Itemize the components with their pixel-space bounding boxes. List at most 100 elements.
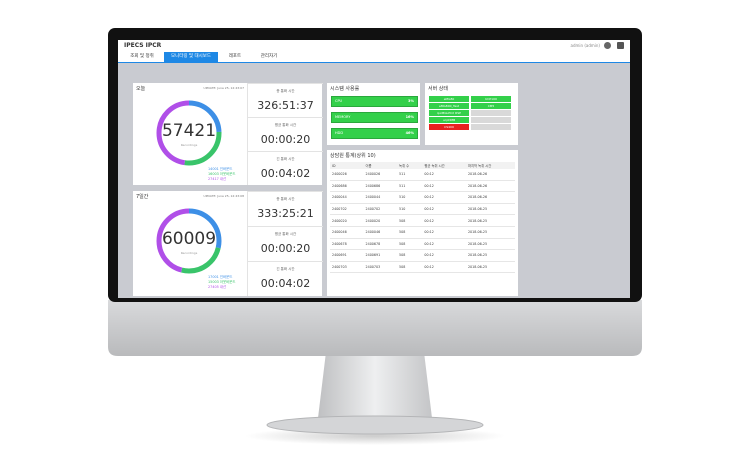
table-cell: 00:12 <box>422 261 466 274</box>
usage-name: CPU <box>335 99 343 103</box>
panel-title: 시스템 사용률 <box>330 86 360 92</box>
usage-value: 3% <box>408 99 414 103</box>
table-cell: 2018-06-25 <box>465 249 515 262</box>
server-item: UCP100 <box>471 96 511 102</box>
table-cell: 508 <box>397 261 423 274</box>
logout-icon[interactable] <box>617 42 624 49</box>
column-header: 마지막 녹취 시간 <box>465 162 515 169</box>
table-cell: 2018-06-25 <box>465 226 515 239</box>
table-row: 2400020 2400020 508 00:12 2018-06-25 <box>330 214 515 227</box>
legend-item: 14001 인바운드 <box>208 166 232 171</box>
legend-item: 17001 인바운드 <box>208 274 232 279</box>
table-cell: 510 <box>397 191 423 204</box>
table-cell: 2400703 <box>330 261 364 274</box>
table-row: 2400046 2400046 508 00:12 2018-06-25 <box>330 226 515 239</box>
panel-title: 7일간 <box>136 194 149 200</box>
tab[interactable]: 레포트 <box>228 54 242 59</box>
stat-label: 긴 통화 시간 <box>276 267 295 271</box>
system-usage-panel: 시스템 사용률 CPU 3% MEMORY 16% HDD 46% <box>327 83 420 145</box>
usage-bar: HDD 46% <box>331 128 418 139</box>
legend-label: 인바운드 <box>219 275 233 279</box>
donut-segment <box>156 208 222 274</box>
stat-label: 긴 통화 시간 <box>276 157 295 161</box>
table-cell: 2018-06-25 <box>465 261 515 274</box>
table-row: 2400686 2400686 511 00:12 2018-06-26 <box>330 180 515 193</box>
table-row: 2400691 2400691 508 00:12 2018-06-25 <box>330 249 515 262</box>
legend-count: 14001 <box>208 167 219 171</box>
legend-label: 내선 <box>219 285 227 289</box>
column-header: ID <box>330 162 364 169</box>
update-time: UPDATE: June 25, 12:43:07 <box>203 85 244 90</box>
screen: IPECS IPCR admin (admin) 조회 및 청취 모니터링 및 대… <box>118 40 630 298</box>
usage-name: MEMORY <box>335 115 351 119</box>
server-item: ucpDMB <box>429 117 469 123</box>
tab[interactable]: 관리자기 <box>260 54 278 59</box>
table-cell: 2400691 <box>330 249 364 262</box>
table-cell: 2400691 <box>363 249 397 262</box>
server-item: ipxMGLPCX RSP <box>429 110 469 116</box>
server-item: CM5 <box>471 103 511 109</box>
stat-value: 00:04:02 <box>260 277 311 290</box>
tab[interactable]: 조회 및 청취 <box>130 54 154 59</box>
table-cell: 2400020 <box>330 214 364 227</box>
user-name[interactable]: admin (admin) <box>570 43 600 48</box>
table-row: 2400703 2400703 508 00:12 2018-06-25 <box>330 261 515 274</box>
tab-bar: 조회 및 청취 모니터링 및 대시보드 레포트 관리자기 <box>118 52 630 63</box>
user-icon[interactable] <box>604 42 611 49</box>
table-cell: 2018-06-26 <box>465 180 515 193</box>
table-cell: 2400678 <box>363 238 397 251</box>
total-label: Recordings <box>180 251 198 255</box>
table-cell: 508 <box>397 226 423 239</box>
table-cell: 2400044 <box>330 191 364 204</box>
table-row: 2400026 2400026 511 00:12 2018-06-26 <box>330 169 515 181</box>
table-cell: 00:12 <box>422 180 466 193</box>
table-cell: 2400686 <box>363 180 397 193</box>
total-count: 60009 <box>161 229 217 249</box>
stat-label: 총 통화 시간 <box>276 89 295 93</box>
server-item: eMG80 <box>429 96 469 102</box>
stat-label: 총 통화 시간 <box>276 197 295 201</box>
stat-label: 평균 통화 시간 <box>274 123 297 127</box>
donut-chart <box>156 100 222 166</box>
column-header: 녹취 수 <box>397 162 423 169</box>
stat-value: 00:00:20 <box>260 242 311 255</box>
usage-name: HDD <box>335 131 344 135</box>
table-cell: 00:12 <box>422 249 466 262</box>
stat-box: 긴 통화 시간 00:04:02 <box>247 261 323 296</box>
table-cell: 00:12 <box>422 238 466 251</box>
server-item <box>471 110 511 116</box>
table-cell: 510 <box>397 203 423 216</box>
donut-chart <box>156 208 222 274</box>
donut-segment <box>156 208 222 274</box>
summary-panel: 오늘 UPDATE: June 25, 12:43:07 57421 Recordin… <box>133 83 323 185</box>
agent-stats-panel: 상담원 통계(상위 10) ID 이름 녹취 수 평균 녹취 시간 마지막 녹취 시간 24… <box>327 150 518 296</box>
table-cell: 511 <box>397 169 423 181</box>
legend-count: 17001 <box>208 275 219 279</box>
summary-panel: 7일간 UPDATE: June 25, 12:43:08 60009 Recordi… <box>133 191 323 296</box>
legend-label: 인바운드 <box>219 167 233 171</box>
stat-box: 총 통화 시간 333:25:21 <box>247 191 323 226</box>
panel-title: 서버 상태 <box>428 86 448 92</box>
tab[interactable]: 모니터링 및 대시보드 <box>164 52 218 62</box>
table-row: 2400044 2400044 510 00:12 2018-06-26 <box>330 191 515 204</box>
stand-base <box>266 415 484 435</box>
legend-item: 15003 아웃바운드 <box>208 279 235 284</box>
table-cell: 2400026 <box>330 169 364 181</box>
table-cell: 00:12 <box>422 169 466 181</box>
stat-box: 총 통화 시간 326:51:37 <box>247 83 323 117</box>
table-header: ID 이름 녹취 수 평균 녹취 시간 마지막 녹취 시간 <box>330 162 515 169</box>
stat-value: 00:00:20 <box>260 133 311 146</box>
server-item <box>471 124 511 130</box>
column-header: 평균 녹취 시간 <box>422 162 466 169</box>
agent-table: ID 이름 녹취 수 평균 녹취 시간 마지막 녹취 시간 2400026 2400026 5… <box>330 162 515 274</box>
table-cell: 2018-06-26 <box>465 191 515 204</box>
stat-value: 326:51:37 <box>257 99 314 112</box>
legend-count: 15003 <box>208 280 219 284</box>
legend-label: 아웃바운드 <box>219 172 236 176</box>
header: IPECS IPCR admin (admin) <box>118 40 630 52</box>
table-cell: 2400702 <box>330 203 364 216</box>
stat-value: 00:04:02 <box>260 167 311 180</box>
table-cell: 00:12 <box>422 191 466 204</box>
stand-neck <box>318 352 432 418</box>
table-cell: 2018-06-25 <box>465 203 515 216</box>
